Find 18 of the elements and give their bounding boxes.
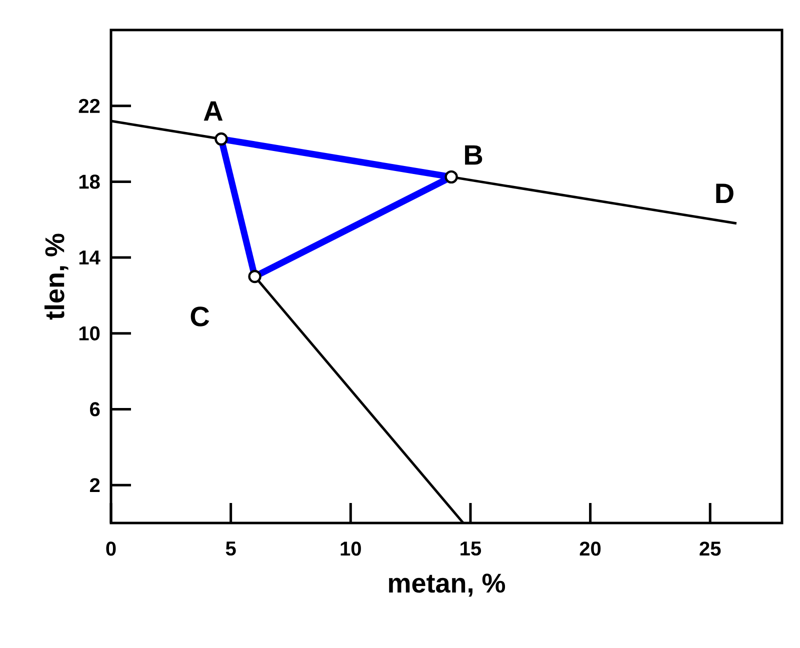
y-axis-title: tlen, %	[44, 234, 68, 320]
y-tick-label: 14	[79, 250, 100, 264]
y-tick-label: 18	[79, 174, 100, 189]
x-tick-label: 5	[226, 542, 236, 556]
x-tick-label: 10	[340, 542, 361, 556]
y-tick-label: 10	[79, 326, 100, 340]
y-tick-label: 6	[90, 402, 100, 416]
x-tick-label: 15	[460, 542, 482, 556]
y-tick-label: 2	[90, 478, 100, 492]
annotation: B	[465, 145, 482, 165]
annotation: A	[204, 101, 223, 121]
y-tick-label: 22	[78, 98, 100, 113]
x-axis-title: metan, %	[389, 574, 506, 597]
x-tick-label: 0	[106, 542, 116, 556]
annotation: D	[716, 184, 734, 204]
x-tick-label: 20	[580, 542, 601, 556]
annotation: C	[190, 306, 210, 326]
x-tick-label: 25	[700, 542, 721, 556]
